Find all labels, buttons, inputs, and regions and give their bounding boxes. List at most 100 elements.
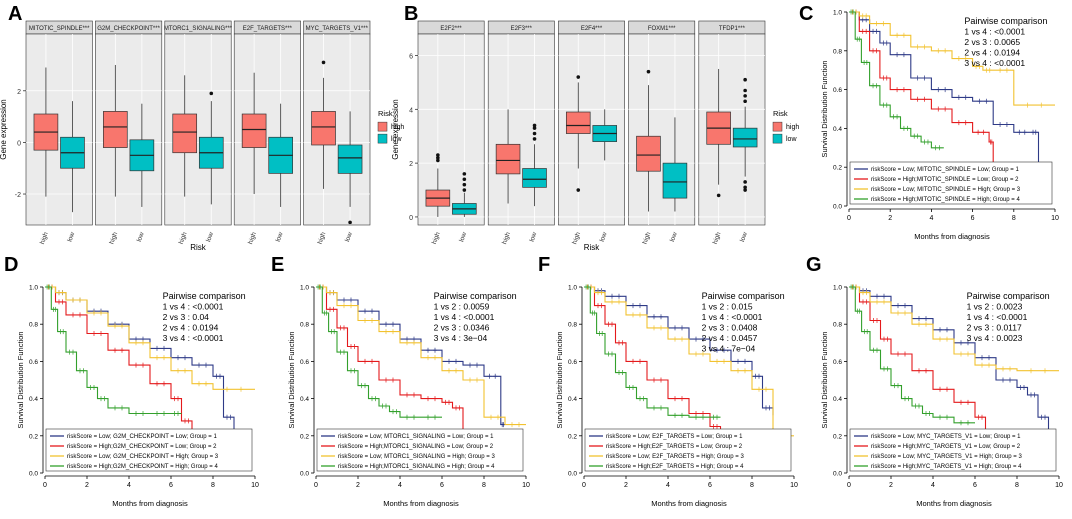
censor-mark-group-1 bbox=[349, 297, 353, 303]
censor-mark-group-3 bbox=[915, 44, 920, 50]
censor-mark-group-2 bbox=[680, 396, 684, 402]
censor-mark-group-4 bbox=[933, 145, 938, 151]
pairwise-result: 3 vs 4 : <0.0001 bbox=[163, 333, 224, 343]
pairwise-result: 2 vs 3 : 0.0346 bbox=[434, 323, 490, 333]
censor-mark-group-1 bbox=[1039, 414, 1044, 420]
censor-mark-group-1 bbox=[1018, 384, 1023, 390]
censor-mark-group-3 bbox=[1004, 67, 1009, 73]
censor-mark-group-1 bbox=[493, 373, 498, 379]
y-tick-label: 0.6 bbox=[29, 359, 38, 366]
x-tick-label: 10 bbox=[790, 482, 798, 489]
censor-mark-group-1 bbox=[924, 316, 928, 322]
censor-mark-group-4 bbox=[318, 284, 323, 290]
censor-mark-group-2 bbox=[57, 299, 61, 305]
censor-mark-group-3 bbox=[673, 336, 677, 342]
censor-mark-group-2 bbox=[976, 129, 981, 135]
km-curve-group-3 bbox=[45, 286, 255, 390]
legend-label-group-3: riskScore = Low; MITOTIC_SPINDLE = High;… bbox=[871, 187, 1021, 193]
censor-mark-group-4 bbox=[701, 414, 705, 420]
censor-mark-group-2 bbox=[183, 418, 187, 424]
outlier-low bbox=[462, 182, 467, 187]
censor-mark-group-3 bbox=[680, 336, 684, 342]
panel-d: 0.0 0.2 0.4 0.6 0.8 1.0 0 2 4 6 8 10 Months from dia… bbox=[16, 284, 259, 508]
y-tick-label: 0.6 bbox=[568, 359, 577, 366]
censor-mark-group-2 bbox=[864, 299, 869, 305]
x-tick-label: 2 bbox=[85, 482, 89, 489]
legend-label-high: high bbox=[786, 124, 799, 131]
censor-mark-group-2 bbox=[338, 325, 343, 331]
censor-mark-group-3 bbox=[917, 321, 921, 327]
x-tick-label: low bbox=[669, 231, 679, 243]
facet-5: TFDP1*** high low bbox=[698, 20, 766, 245]
censor-mark-group-1 bbox=[945, 327, 949, 333]
facet-1: E2F2*** high low bbox=[417, 20, 485, 245]
y-tick-label: 0.8 bbox=[833, 48, 842, 55]
censor-mark-group-3 bbox=[984, 67, 989, 73]
x-tick-label: 8 bbox=[482, 482, 486, 489]
y-tick-label: 0.8 bbox=[29, 322, 38, 329]
legend-label-group-2: riskScore = High;MITOTIC_SPINDLE = Low; … bbox=[871, 177, 1019, 183]
censor-mark-group-4 bbox=[627, 384, 632, 390]
censor-mark-group-4 bbox=[412, 414, 416, 420]
censor-mark-group-4 bbox=[673, 412, 677, 418]
censor-mark-group-2 bbox=[882, 336, 886, 342]
x-tick-label: high bbox=[317, 231, 328, 245]
censor-mark-group-1 bbox=[225, 414, 229, 420]
censor-mark-group-2 bbox=[959, 399, 963, 405]
censor-mark-group-3 bbox=[938, 336, 942, 342]
outlier-low bbox=[462, 188, 467, 192]
censor-mark-group-2 bbox=[901, 87, 906, 93]
censor-mark-group-2 bbox=[172, 396, 177, 402]
y-tick-label: 0.2 bbox=[300, 433, 309, 440]
censor-mark-group-3 bbox=[517, 422, 521, 428]
censor-mark-group-1 bbox=[454, 358, 458, 364]
censor-mark-group-3 bbox=[959, 351, 963, 357]
legend-label-group-4: riskScore = High;MITOTIC_SPINDLE = High;… bbox=[871, 197, 1020, 203]
censor-mark-group-2 bbox=[99, 331, 103, 336]
y-tick-label: 0.0 bbox=[568, 471, 577, 478]
censor-mark-group-3 bbox=[936, 48, 941, 54]
censor-mark-group-3 bbox=[1008, 366, 1012, 372]
censor-mark-group-2 bbox=[349, 344, 353, 350]
x-tick-label: high bbox=[108, 231, 119, 245]
x-tick-label: low bbox=[136, 231, 146, 243]
outlier-high bbox=[321, 60, 326, 65]
censor-mark-group-3 bbox=[162, 355, 166, 361]
y-tick-label: 1.0 bbox=[833, 285, 842, 292]
censor-mark-group-2 bbox=[936, 106, 941, 112]
censor-mark-group-1 bbox=[694, 336, 698, 342]
censor-mark-group-1 bbox=[903, 303, 907, 309]
outlier-high bbox=[716, 193, 721, 198]
censor-mark-group-1 bbox=[1001, 377, 1005, 383]
censor-mark-group-4 bbox=[857, 36, 862, 42]
legend-label-group-1: riskScore = Low; E2F_TARGETS = Low; Grou… bbox=[606, 434, 743, 440]
censor-mark-group-4 bbox=[349, 368, 353, 374]
censor-mark-group-4 bbox=[891, 114, 896, 120]
y-tick-label: 0.0 bbox=[833, 471, 842, 478]
censor-mark-group-3 bbox=[141, 340, 145, 346]
censor-mark-group-3 bbox=[945, 336, 949, 342]
y-tick-label: 2 bbox=[17, 89, 21, 96]
censor-mark-group-2 bbox=[896, 351, 900, 357]
censor-mark-group-4 bbox=[113, 405, 117, 411]
censor-mark-group-1 bbox=[363, 308, 367, 314]
x-axis-label: Months from diagnosis bbox=[383, 499, 459, 508]
censor-mark-group-2 bbox=[875, 317, 879, 323]
censor-mark-group-4 bbox=[871, 83, 876, 89]
legend-label-group-4: riskScore = High;MYC_TARGETS_V1 = High; … bbox=[871, 464, 1022, 470]
censor-mark-group-1 bbox=[1032, 392, 1037, 398]
facet-strip-label: MTORC1_SIGNALING*** bbox=[164, 26, 233, 32]
y-tick-label: 0.2 bbox=[568, 433, 577, 440]
censor-mark-group-3 bbox=[475, 377, 479, 383]
censor-mark-group-3 bbox=[197, 381, 201, 387]
outlier-high bbox=[436, 158, 440, 163]
censor-mark-group-3 bbox=[155, 355, 159, 361]
censor-mark-group-1 bbox=[736, 358, 740, 364]
censor-mark-group-1 bbox=[214, 373, 219, 379]
censor-mark-group-2 bbox=[391, 377, 395, 383]
x-tick-label: low bbox=[529, 231, 539, 243]
x-tick-label: 10 bbox=[522, 482, 530, 489]
outlier-low bbox=[532, 137, 537, 141]
y-tick-label: 0.6 bbox=[300, 359, 309, 366]
x-tick-label: 2 bbox=[889, 482, 893, 489]
